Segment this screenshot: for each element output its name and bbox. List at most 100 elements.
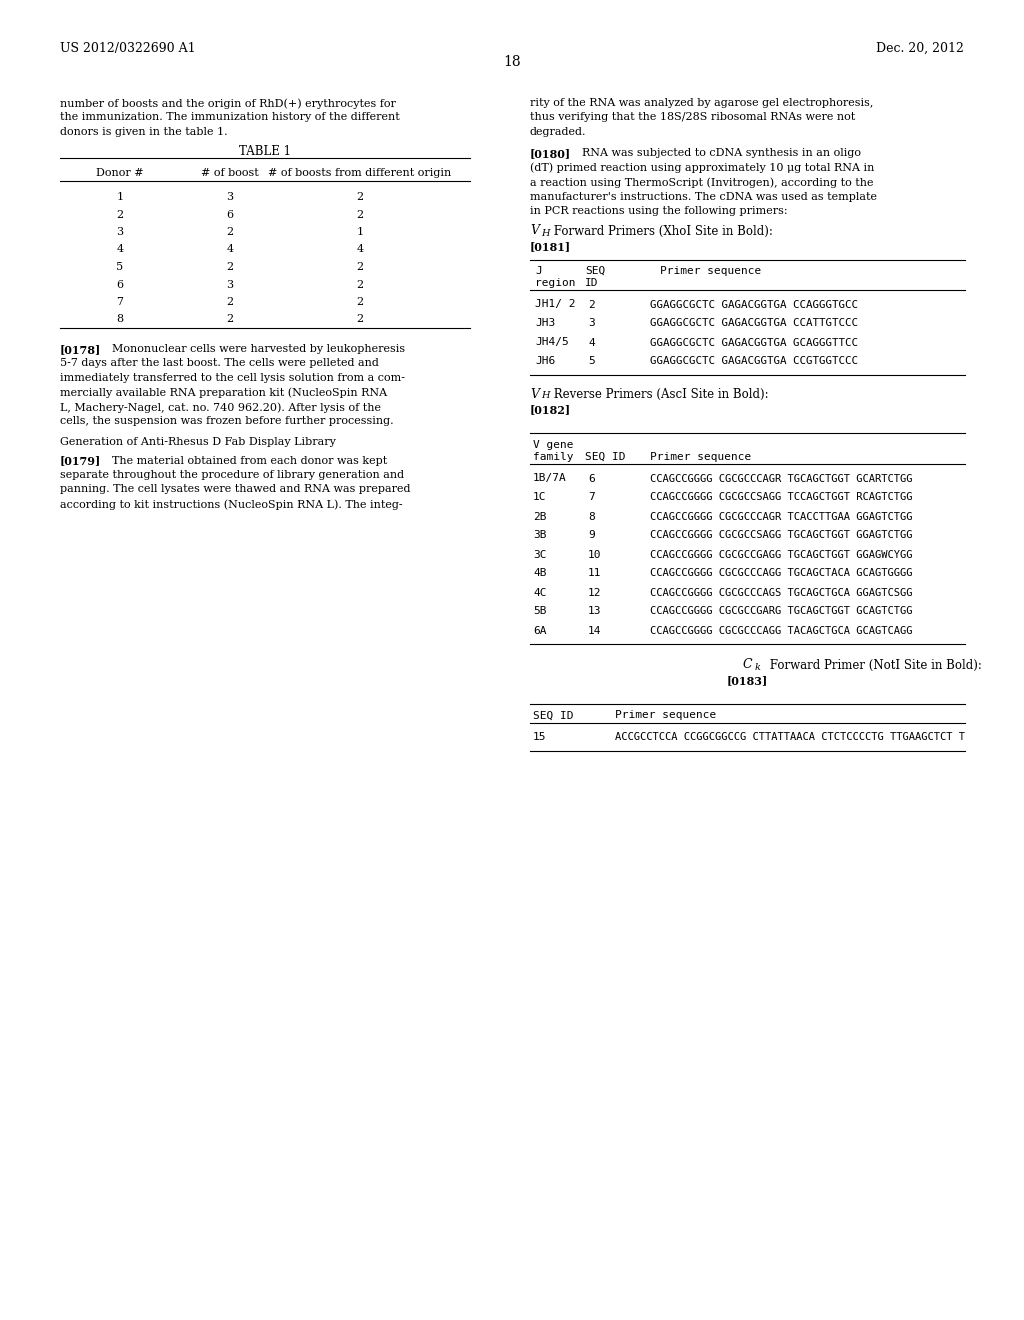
- Text: 2: 2: [588, 300, 595, 309]
- Text: Primer sequence: Primer sequence: [615, 710, 716, 721]
- Text: 12: 12: [588, 587, 601, 598]
- Text: JH3: JH3: [535, 318, 555, 329]
- Text: the immunization. The immunization history of the different: the immunization. The immunization histo…: [60, 112, 399, 123]
- Text: 1B/7A: 1B/7A: [534, 474, 566, 483]
- Text: CCAGCCGGGG CGCGCCCAGS TGCAGCTGCA GGAGTCSGG: CCAGCCGGGG CGCGCCCAGS TGCAGCTGCA GGAGTCS…: [650, 587, 912, 598]
- Text: 3: 3: [117, 227, 124, 238]
- Text: CCAGCCGGGG CGCGCCCAGG TACAGCTGCA GCAGTCAGG: CCAGCCGGGG CGCGCCCAGG TACAGCTGCA GCAGTCA…: [650, 626, 912, 635]
- Text: [0179]: [0179]: [60, 455, 101, 466]
- Text: donors is given in the table 1.: donors is given in the table 1.: [60, 127, 227, 137]
- Text: 5: 5: [117, 261, 124, 272]
- Text: immediately transferred to the cell lysis solution from a com-: immediately transferred to the cell lysi…: [60, 374, 406, 383]
- Text: 2: 2: [356, 280, 364, 289]
- Text: 10: 10: [588, 549, 601, 560]
- Text: Reverse Primers (AscI Site in Bold):: Reverse Primers (AscI Site in Bold):: [550, 388, 769, 400]
- Text: 4: 4: [226, 244, 233, 255]
- Text: V: V: [530, 224, 539, 238]
- Text: J: J: [535, 265, 542, 276]
- Text: # of boost: # of boost: [201, 168, 259, 178]
- Text: 2B: 2B: [534, 511, 547, 521]
- Text: Forward Primers (XhoI Site in Bold):: Forward Primers (XhoI Site in Bold):: [550, 224, 773, 238]
- Text: Mononuclear cells were harvested by leukopheresis: Mononuclear cells were harvested by leuk…: [112, 345, 406, 354]
- Text: CCAGCCGGGG CGCGCCGAGG TGCAGCTGGT GGAGWCYGG: CCAGCCGGGG CGCGCCGAGG TGCAGCTGGT GGAGWCY…: [650, 549, 912, 560]
- Text: 6: 6: [117, 280, 124, 289]
- Text: Primer sequence: Primer sequence: [660, 265, 761, 276]
- Text: 2: 2: [226, 297, 233, 308]
- Text: 2: 2: [226, 261, 233, 272]
- Text: ACCGCCTCCA CCGGCGGCCG CTTATTAACA CTCTCCCCTG TTGAAGCTCT T: ACCGCCTCCA CCGGCGGCCG CTTATTAACA CTCTCCC…: [615, 733, 965, 742]
- Text: (dT) primed reaction using approximately 10 μg total RNA in: (dT) primed reaction using approximately…: [530, 162, 874, 173]
- Text: GGAGGCGCTC GAGACGGTGA CCATTGTCCC: GGAGGCGCTC GAGACGGTGA CCATTGTCCC: [650, 318, 858, 329]
- Text: 4B: 4B: [534, 569, 547, 578]
- Text: 13: 13: [588, 606, 601, 616]
- Text: V: V: [530, 388, 539, 400]
- Text: 2: 2: [356, 297, 364, 308]
- Text: family: family: [534, 451, 573, 462]
- Text: according to kit instructions (NucleoSpin RNA L). The integ-: according to kit instructions (NucleoSpi…: [60, 499, 402, 510]
- Text: CCAGCCGGGG CGCGCCCAGR TCACCTTGAA GGAGTCTGG: CCAGCCGGGG CGCGCCCAGR TCACCTTGAA GGAGTCT…: [650, 511, 912, 521]
- Text: number of boosts and the origin of RhD(+) erythrocytes for: number of boosts and the origin of RhD(+…: [60, 98, 396, 108]
- Text: SEQ ID: SEQ ID: [585, 451, 626, 462]
- Text: CCAGCCGGGG CGCGCCCAGR TGCAGCTGGT GCARTCTGG: CCAGCCGGGG CGCGCCCAGR TGCAGCTGGT GCARTCT…: [650, 474, 912, 483]
- Text: 2: 2: [356, 314, 364, 325]
- Text: CCAGCCGGGG CGCGCCSAGG TCCAGCTGGT RCAGTCTGG: CCAGCCGGGG CGCGCCSAGG TCCAGCTGGT RCAGTCT…: [650, 492, 912, 503]
- Text: mercially available RNA preparation kit (NucleoSpin RNA: mercially available RNA preparation kit …: [60, 388, 387, 399]
- Text: 2: 2: [356, 210, 364, 219]
- Text: L, Machery-Nagel, cat. no. 740 962.20). After lysis of the: L, Machery-Nagel, cat. no. 740 962.20). …: [60, 403, 381, 413]
- Text: 3: 3: [588, 318, 595, 329]
- Text: 3: 3: [226, 280, 233, 289]
- Text: 15: 15: [534, 733, 547, 742]
- Text: CCAGCCGGGG CGCGCCSAGG TGCAGCTGGT GGAGTCTGG: CCAGCCGGGG CGCGCCSAGG TGCAGCTGGT GGAGTCT…: [650, 531, 912, 540]
- Text: 4C: 4C: [534, 587, 547, 598]
- Text: 4: 4: [356, 244, 364, 255]
- Text: GGAGGCGCTC GAGACGGTGA GCAGGGTTCC: GGAGGCGCTC GAGACGGTGA GCAGGGTTCC: [650, 338, 858, 347]
- Text: H: H: [541, 392, 550, 400]
- Text: JH1/ 2: JH1/ 2: [535, 300, 575, 309]
- Text: Generation of Anti-Rhesus D Fab Display Library: Generation of Anti-Rhesus D Fab Display …: [60, 437, 336, 447]
- Text: TABLE 1: TABLE 1: [239, 145, 291, 158]
- Text: degraded.: degraded.: [530, 127, 587, 137]
- Text: [0180]: [0180]: [530, 148, 571, 158]
- Text: SEQ: SEQ: [585, 265, 605, 276]
- Text: 6: 6: [226, 210, 233, 219]
- Text: 8: 8: [588, 511, 595, 521]
- Text: 8: 8: [117, 314, 124, 325]
- Text: Primer sequence: Primer sequence: [650, 451, 752, 462]
- Text: cells, the suspension was frozen before further processing.: cells, the suspension was frozen before …: [60, 417, 393, 426]
- Text: H: H: [541, 228, 550, 238]
- Text: 6: 6: [588, 474, 595, 483]
- Text: CCAGCCGGGG CGCGCCGARG TGCAGCTGGT GCAGTCTGG: CCAGCCGGGG CGCGCCGARG TGCAGCTGGT GCAGTCT…: [650, 606, 912, 616]
- Text: separate throughout the procedure of library generation and: separate throughout the procedure of lib…: [60, 470, 404, 480]
- Text: Dec. 20, 2012: Dec. 20, 2012: [877, 42, 964, 55]
- Text: GGAGGCGCTC GAGACGGTGA CCGTGGTCCC: GGAGGCGCTC GAGACGGTGA CCGTGGTCCC: [650, 356, 858, 367]
- Text: 4: 4: [588, 338, 595, 347]
- Text: 1: 1: [356, 227, 364, 238]
- Text: US 2012/0322690 A1: US 2012/0322690 A1: [60, 42, 196, 55]
- Text: 11: 11: [588, 569, 601, 578]
- Text: 7: 7: [588, 492, 595, 503]
- Text: 3: 3: [226, 191, 233, 202]
- Text: panning. The cell lysates were thawed and RNA was prepared: panning. The cell lysates were thawed an…: [60, 484, 411, 495]
- Text: 5B: 5B: [534, 606, 547, 616]
- Text: 2: 2: [117, 210, 124, 219]
- Text: # of boosts from different origin: # of boosts from different origin: [268, 168, 452, 178]
- Text: ID: ID: [585, 277, 598, 288]
- Text: The material obtained from each donor was kept: The material obtained from each donor wa…: [112, 455, 387, 466]
- Text: V gene: V gene: [534, 440, 573, 450]
- Text: 5: 5: [588, 356, 595, 367]
- Text: 5-7 days after the last boost. The cells were pelleted and: 5-7 days after the last boost. The cells…: [60, 359, 379, 368]
- Text: [0178]: [0178]: [60, 345, 101, 355]
- Text: Donor #: Donor #: [96, 168, 143, 178]
- Text: C: C: [742, 659, 753, 672]
- Text: rity of the RNA was analyzed by agarose gel electrophoresis,: rity of the RNA was analyzed by agarose …: [530, 98, 873, 108]
- Text: 14: 14: [588, 626, 601, 635]
- Text: 2: 2: [226, 314, 233, 325]
- Text: SEQ ID: SEQ ID: [534, 710, 573, 721]
- Text: 7: 7: [117, 297, 124, 308]
- Text: [0181]: [0181]: [530, 242, 571, 252]
- Text: k: k: [755, 663, 761, 672]
- Text: 3C: 3C: [534, 549, 547, 560]
- Text: thus verifying that the 18S/28S ribosomal RNAs were not: thus verifying that the 18S/28S ribosoma…: [530, 112, 855, 123]
- Text: region: region: [535, 277, 575, 288]
- Text: 18: 18: [503, 55, 521, 69]
